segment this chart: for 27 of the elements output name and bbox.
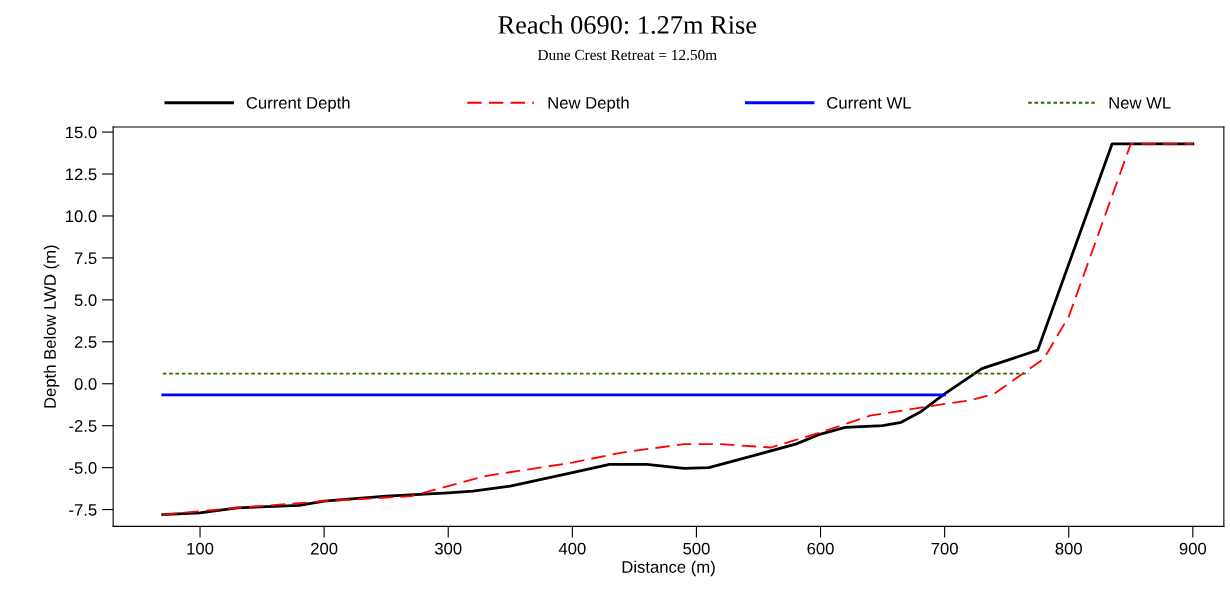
- legend-label: New Depth: [548, 96, 629, 113]
- x-axis-title: Distance (m): [622, 560, 715, 577]
- x-tick-label: 400: [558, 542, 586, 555]
- y-tick-label: 12.5: [66, 168, 97, 181]
- x-tick-label: 300: [434, 542, 462, 555]
- legend-label: Current Depth: [246, 96, 350, 113]
- y-axis-title: Depth Below LWD (m): [43, 245, 60, 408]
- y-tick-label: -7.5: [69, 504, 97, 516]
- chart-subtitle: Dune Crest Retreat = 12.50m: [537, 49, 717, 61]
- x-tick-label: 900: [1179, 542, 1207, 555]
- chart-title: Reach 0690: 1.27m Rise: [498, 15, 757, 34]
- x-tick-label: 600: [807, 542, 834, 555]
- x-tick-label: 100: [187, 542, 214, 555]
- y-tick-label: -5.0: [69, 462, 97, 474]
- legend-label: Current WL: [827, 96, 911, 109]
- x-tick-label: 500: [683, 542, 710, 555]
- y-tick-label: 0.0: [74, 378, 97, 390]
- y-tick-label: 5.0: [74, 294, 97, 307]
- y-tick-label: 2.5: [74, 336, 97, 348]
- y-tick-label: 15.0: [66, 126, 97, 139]
- x-tick-label: 800: [1055, 542, 1082, 555]
- legend-label: New WL: [1109, 97, 1171, 109]
- y-tick-label: -2.5: [69, 420, 97, 432]
- x-tick-label: 200: [311, 542, 338, 555]
- y-tick-label: 10.0: [66, 210, 97, 223]
- y-tick-label: 7.5: [74, 252, 97, 265]
- x-tick-label: 700: [931, 542, 958, 555]
